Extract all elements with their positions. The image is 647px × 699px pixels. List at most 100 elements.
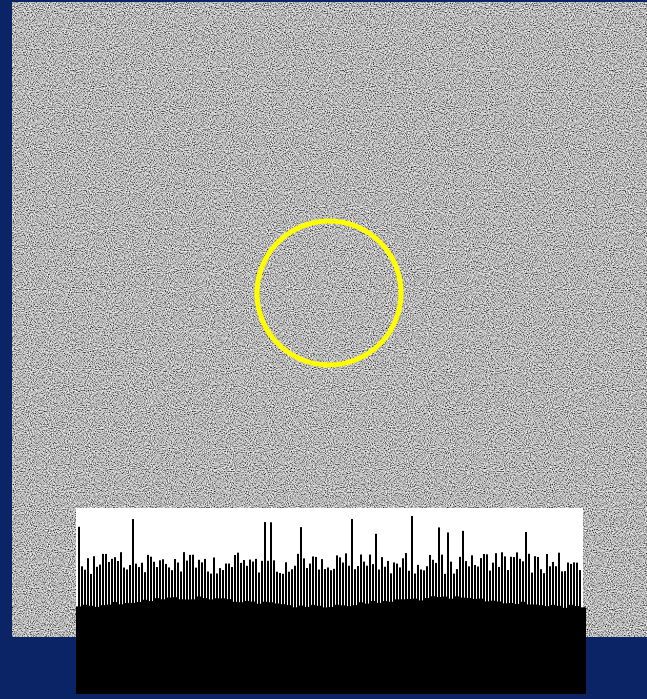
- histogram-shape: [285, 562, 287, 694]
- histogram-shape: [150, 557, 152, 694]
- histogram-shape: [354, 569, 356, 694]
- histogram-shape: [156, 567, 158, 694]
- histogram-shape: [186, 561, 188, 694]
- histogram-shape: [162, 559, 164, 694]
- histogram-shape: [273, 560, 275, 694]
- histogram-shape: [507, 570, 509, 694]
- histogram-shape: [261, 561, 263, 694]
- histogram-shape: [174, 559, 176, 694]
- histogram-shape: [546, 554, 548, 694]
- histogram-shape: [363, 562, 365, 694]
- histogram-shape: [489, 571, 491, 694]
- histogram-shape: [291, 569, 293, 694]
- histogram-shape: [126, 569, 128, 694]
- histogram-shape: [552, 562, 554, 694]
- histogram-shape: [138, 567, 140, 694]
- histogram-shape: [198, 560, 200, 694]
- histogram-shape: [426, 566, 428, 694]
- histogram-shape: [165, 564, 167, 694]
- histogram-shape: [393, 562, 395, 694]
- histogram-shape: [102, 554, 104, 694]
- histogram-shape: [564, 571, 566, 694]
- histogram-shape: [237, 553, 239, 694]
- histogram-shape: [105, 554, 107, 694]
- histogram-shape: [249, 560, 251, 694]
- histogram-shape: [93, 556, 95, 694]
- histogram-shape: [321, 559, 323, 694]
- histogram-shape: [528, 554, 530, 694]
- histogram-shape: [498, 567, 500, 694]
- histogram-shape: [459, 557, 461, 694]
- histogram-shape: [414, 574, 416, 694]
- histogram-shape: [267, 561, 269, 694]
- histogram-shape: [390, 573, 392, 694]
- histogram-shape: [216, 573, 218, 694]
- histogram-shape: [189, 555, 191, 694]
- histogram-shape: [222, 570, 224, 694]
- histogram-shape: [84, 570, 86, 694]
- histogram-shape: [450, 562, 452, 694]
- histogram-shape: [510, 557, 512, 694]
- histogram-shape: [411, 516, 413, 694]
- histogram-shape: [78, 527, 80, 694]
- histogram-shape: [402, 558, 404, 694]
- histogram-shape: [525, 532, 527, 694]
- histogram-shape: [294, 566, 296, 694]
- histogram-shape: [81, 566, 83, 694]
- histogram-shape: [225, 564, 227, 694]
- histogram-shape: [324, 569, 326, 694]
- histogram-shape: [336, 555, 338, 694]
- histogram-shape: [168, 567, 170, 694]
- histogram-shape: [177, 563, 179, 694]
- histogram-shape: [462, 531, 464, 694]
- histogram-shape: [441, 555, 443, 694]
- histogram-shape: [342, 563, 344, 694]
- histogram-shape: [231, 567, 233, 694]
- histogram-shape: [435, 563, 437, 694]
- histogram-shape: [345, 553, 347, 694]
- histogram-shape: [444, 574, 446, 694]
- histogram-shape: [201, 562, 203, 694]
- histogram-shape: [387, 561, 389, 694]
- histogram-shape: [543, 573, 545, 694]
- histogram-shape: [432, 560, 434, 694]
- histogram-shape: [438, 527, 440, 694]
- histogram-shape: [453, 574, 455, 694]
- histogram-shape: [357, 566, 359, 694]
- histogram-shape: [339, 557, 341, 694]
- histogram-shape: [309, 564, 311, 694]
- histogram-shape: [120, 552, 122, 694]
- histogram-shape: [288, 572, 290, 694]
- histogram-shape: [456, 569, 458, 694]
- histogram-shape: [303, 558, 305, 694]
- histogram-shape: [417, 565, 419, 694]
- histogram-shape: [405, 553, 407, 694]
- histogram-shape: [318, 570, 320, 694]
- histogram-shape: [375, 534, 377, 694]
- histogram-shape: [471, 555, 473, 694]
- histogram-shape: [495, 553, 497, 694]
- histogram-shape: [378, 570, 380, 694]
- histogram-shape: [549, 566, 551, 694]
- histogram-shape: [213, 557, 215, 694]
- histogram-shape: [486, 554, 488, 694]
- histogram-shape: [264, 522, 266, 694]
- histogram-shape: [252, 562, 254, 694]
- scene: [0, 0, 647, 694]
- histogram-shape: [270, 522, 272, 694]
- histogram-shape: [159, 560, 161, 694]
- histogram-shape: [147, 555, 149, 694]
- histogram-shape: [468, 566, 470, 694]
- histogram-shape: [96, 567, 98, 694]
- histogram-shape: [87, 558, 89, 694]
- histogram-shape: [381, 557, 383, 694]
- histogram-shape: [114, 557, 116, 694]
- histogram-shape: [423, 570, 425, 694]
- histogram-shape: [534, 556, 536, 694]
- histogram-shape: [480, 558, 482, 694]
- histogram-shape: [111, 559, 113, 694]
- histogram-shape: [567, 563, 569, 694]
- histogram-shape: [396, 564, 398, 694]
- histogram-shape: [420, 569, 422, 694]
- histogram-shape: [348, 566, 350, 694]
